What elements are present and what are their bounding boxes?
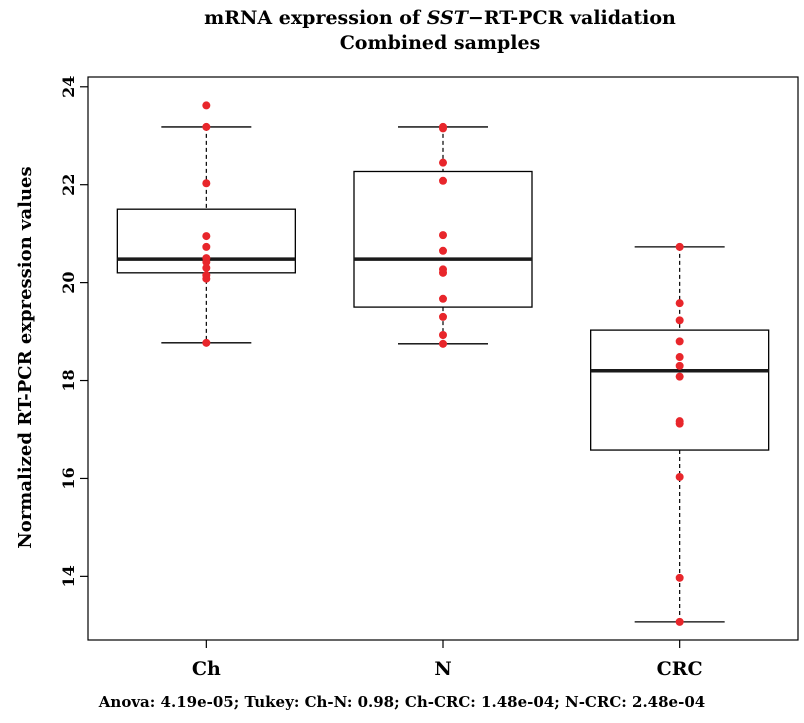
- data-point: [675, 299, 684, 308]
- box-crc: [590, 329, 770, 451]
- data-point: [675, 617, 684, 626]
- data-point: [202, 101, 211, 110]
- title-suffix: −RT-PCR validation: [467, 7, 676, 29]
- data-point: [675, 472, 684, 481]
- data-point: [675, 242, 684, 251]
- data-point: [439, 312, 447, 321]
- y-tick-label: 14: [59, 565, 78, 587]
- x-tick-label: CRC: [657, 658, 703, 680]
- data-point: [675, 372, 684, 381]
- title-gene: SST: [426, 7, 468, 29]
- data-point: [202, 258, 211, 267]
- title-line-1: mRNA expression of SST−RT-PCR validation: [88, 6, 792, 31]
- data-point: [439, 294, 447, 303]
- data-point: [675, 361, 684, 370]
- data-point: [675, 337, 684, 346]
- data-point: [439, 176, 447, 185]
- box-n: [353, 170, 533, 308]
- data-point: [439, 231, 447, 240]
- y-tick-label: 16: [59, 467, 78, 489]
- data-point: [202, 122, 211, 131]
- y-tick-label: 18: [59, 369, 78, 391]
- y-tick-label: 24: [59, 76, 78, 98]
- data-point: [202, 338, 211, 347]
- boxplot-chart: 14 16 18 20 22 24 Normalized RT-PCR expression…: [15, 76, 799, 680]
- y-axis-label: Normalized RT-PCR expression values: [15, 166, 36, 548]
- data-point: [675, 353, 684, 362]
- x-tick-label: N: [434, 658, 451, 680]
- chart-title: mRNA expression of SST−RT-PCR validation…: [88, 6, 792, 56]
- data-point: [439, 331, 447, 340]
- data-point: [675, 573, 684, 582]
- data-point: [202, 274, 211, 283]
- data-point: [439, 124, 447, 133]
- title-prefix: mRNA expression of: [204, 7, 427, 29]
- y-tick-label: 20: [59, 271, 78, 293]
- data-point: [439, 158, 447, 167]
- data-point: [202, 179, 211, 188]
- data-point: [439, 268, 447, 277]
- data-point: [439, 339, 447, 348]
- data-point: [439, 246, 447, 255]
- x-tick-label: Ch: [192, 658, 221, 680]
- data-point: [202, 242, 211, 251]
- data-point: [675, 419, 684, 428]
- data-point: [675, 316, 684, 325]
- y-tick-label: 22: [59, 174, 78, 196]
- data-point: [202, 263, 211, 272]
- stats-footer: Anova: 4.19e-05; Tukey: Ch-N: 0.98; Ch-C…: [98, 693, 706, 711]
- chart-subtitle: Combined samples: [339, 32, 541, 54]
- data-point: [202, 232, 211, 241]
